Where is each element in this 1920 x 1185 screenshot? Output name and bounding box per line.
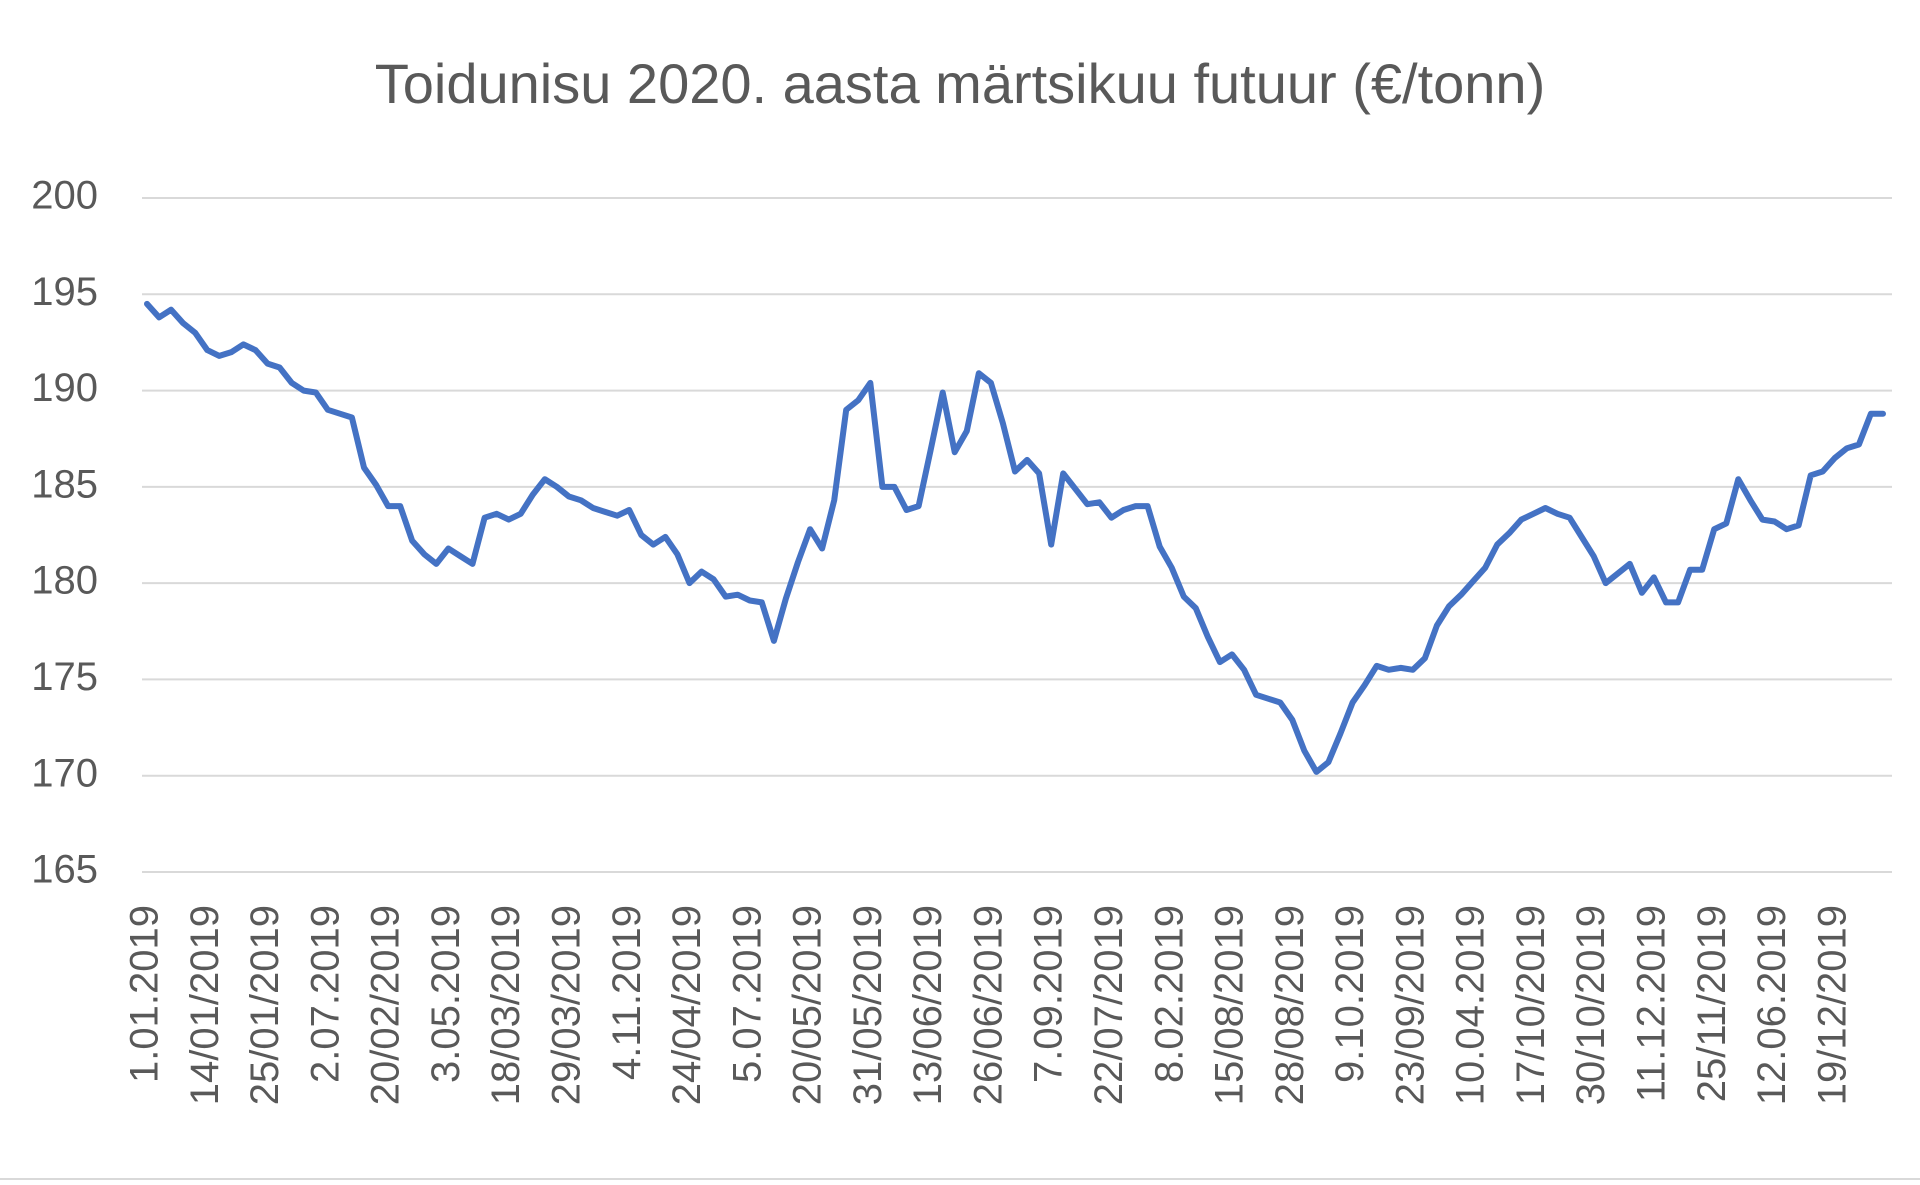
x-tick-label: 28/08/2019 [1268, 905, 1312, 1105]
y-tick-label: 170 [31, 751, 98, 795]
x-tick-label: 29/03/2019 [545, 905, 589, 1105]
x-tick-label: 25/01/2019 [243, 905, 287, 1105]
x-tick-label: 22/07/2019 [1087, 905, 1131, 1105]
x-tick-label: 13/06/2019 [906, 905, 950, 1105]
x-tick-label: 19/12/2019 [1810, 905, 1854, 1105]
x-tick-label: 30/10/2019 [1569, 905, 1613, 1105]
y-tick-label: 190 [31, 366, 98, 410]
x-tick-label: 23/09/2019 [1388, 905, 1432, 1105]
x-tick-label: 31/05/2019 [846, 905, 890, 1105]
data-line [144, 300, 1886, 775]
x-tick-label: 8.02.2019 [1147, 905, 1191, 1083]
x-tick-label: 3.05.2019 [424, 905, 468, 1083]
x-tick-label: 4.11.2019 [605, 905, 649, 1080]
x-tick-label: 26/06/2019 [966, 905, 1010, 1105]
x-tick-label: 20/02/2019 [364, 905, 408, 1105]
x-tick-label: 9.10.2019 [1328, 905, 1372, 1083]
x-tick-label: 11.12.2019 [1630, 905, 1674, 1102]
x-tick-label: 17/10/2019 [1509, 905, 1553, 1105]
x-tick-label: 12.06.2019 [1750, 905, 1794, 1105]
y-tick-label: 180 [31, 559, 98, 603]
x-tick-label: 18/03/2019 [484, 905, 528, 1105]
chart-title: Toidunisu 2020. aasta märtsikuu futuur (… [375, 52, 1545, 115]
x-tick-label: 1.01.2019 [123, 905, 167, 1083]
y-tick-label: 185 [31, 462, 98, 506]
x-tick-label: 5.07.2019 [725, 905, 769, 1083]
x-tick-label: 25/11/2019 [1690, 905, 1734, 1102]
y-tick-label: 165 [31, 848, 98, 892]
x-tick-label: 15/08/2019 [1208, 905, 1252, 1105]
x-tick-label: 10.04.2019 [1449, 905, 1493, 1105]
x-tick-label: 14/01/2019 [183, 905, 227, 1105]
y-tick-label: 200 [31, 174, 98, 218]
y-tick-label: 195 [31, 270, 98, 314]
x-tick-label: 20/05/2019 [786, 905, 830, 1105]
x-tick-label: 2.07.2019 [303, 905, 347, 1083]
y-tick-label: 175 [31, 655, 98, 699]
x-tick-label: 24/04/2019 [665, 905, 709, 1105]
x-tick-label: 7.09.2019 [1027, 905, 1071, 1083]
